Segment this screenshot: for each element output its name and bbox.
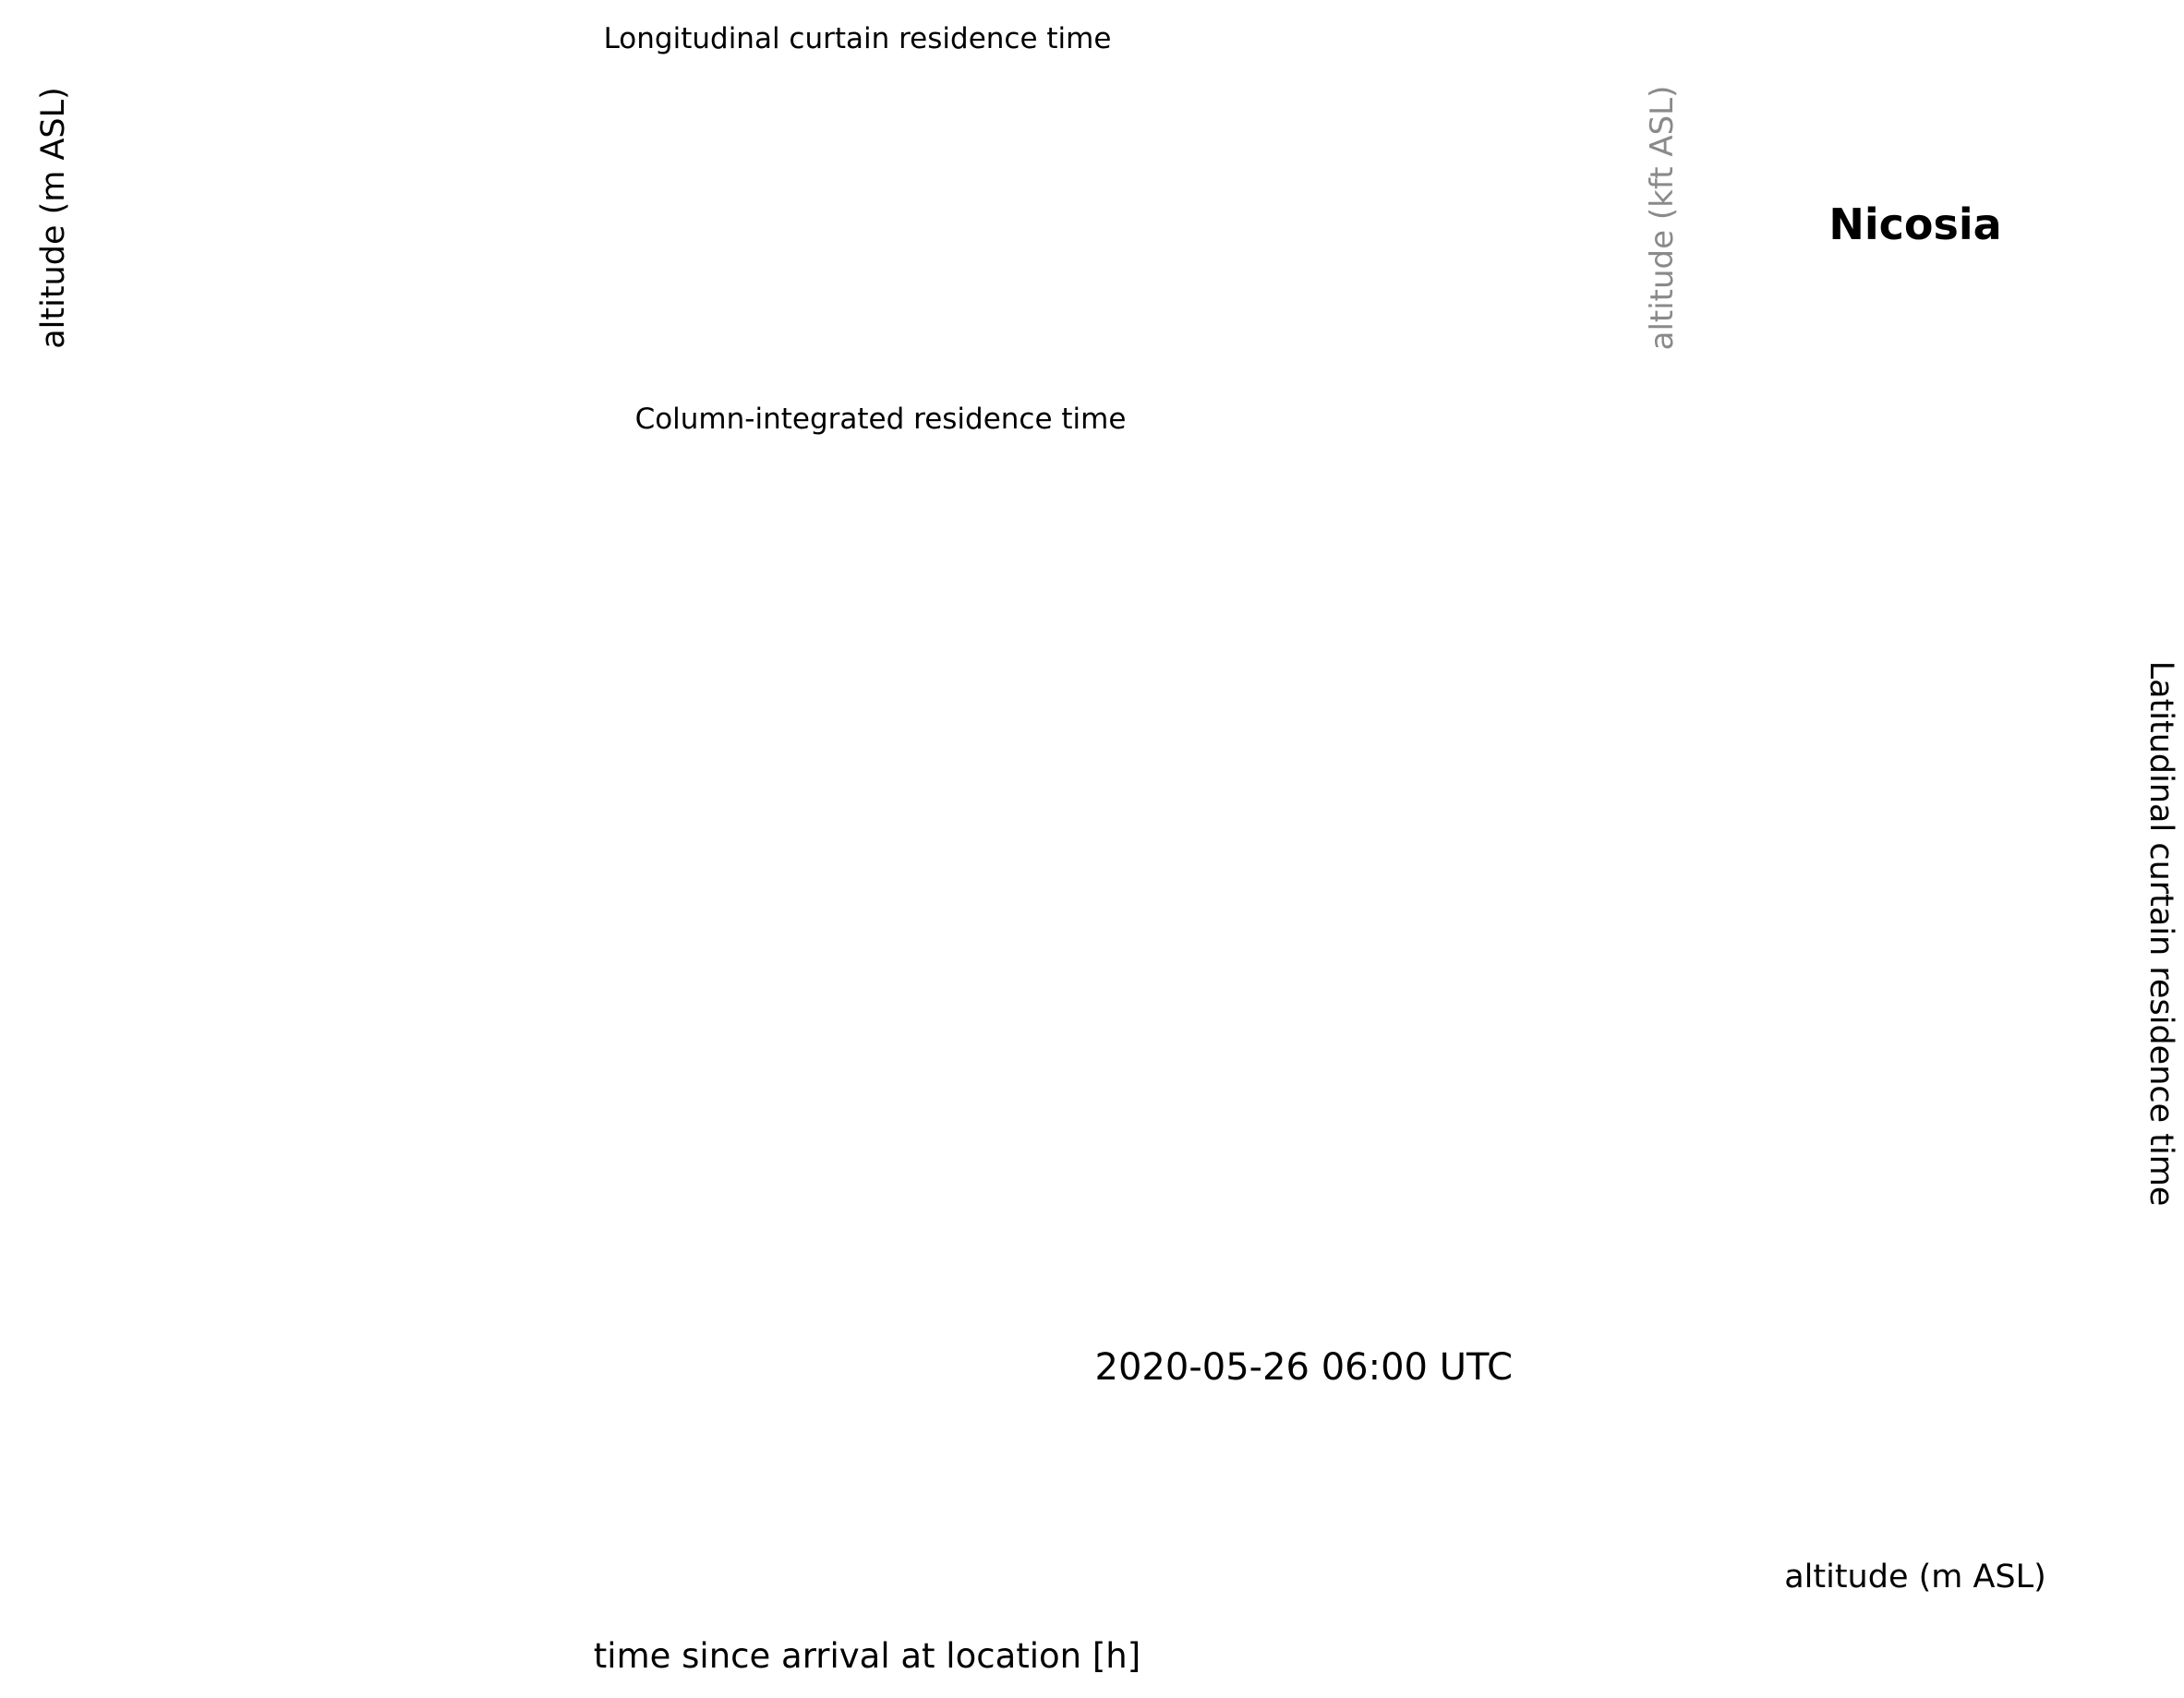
altitude-m-axis-label: altitude (m ASL) — [35, 87, 72, 349]
timestamp-label: 2020-05-26 06:00 UTC — [1094, 1346, 1513, 1389]
altitude-m-xaxis-label: altitude (m ASL) — [1784, 1559, 2046, 1596]
latitudinal-curtain-axis-label: Latitudinal curtain residence time — [2142, 660, 2179, 1207]
map-title: Column-integrated residence time — [634, 403, 1127, 436]
attribution-line-3: 2020-05-28 — [238, 497, 346, 519]
attribution-line-1: FLEXPART-WRF at MIM (LMU Munich) — [238, 451, 575, 473]
attribution-block: FLEXPART-WRF at MIM (LMU Munich) christo… — [238, 451, 574, 520]
attribution-line-2: christoph.knote@lmu.de — [238, 474, 465, 496]
altitude-kft-axis-label: altitude (kft ASL) — [1644, 85, 1681, 351]
receptor-name-title: Nicosia — [1828, 199, 2002, 249]
colorbar-label: time since arrival at location [h] — [593, 1636, 1141, 1676]
longitudinal-curtain-title: Longitudinal curtain residence time — [603, 22, 1112, 55]
